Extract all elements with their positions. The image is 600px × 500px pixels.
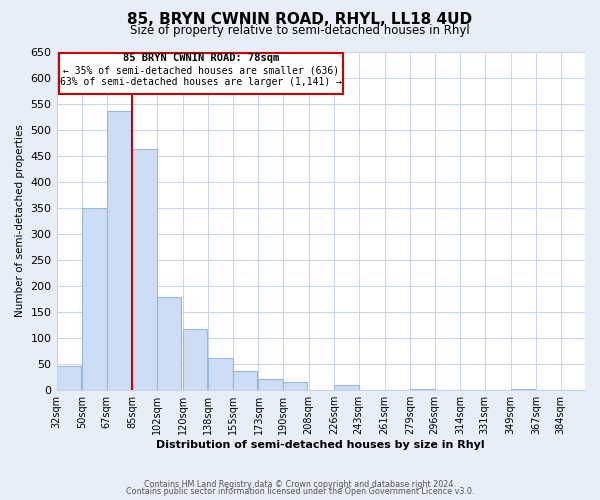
Bar [410,388,434,390]
Bar [107,111,131,390]
Bar [82,208,107,390]
Text: ← 35% of semi-detached houses are smaller (636): ← 35% of semi-detached houses are smalle… [63,66,339,76]
Text: 63% of semi-detached houses are larger (1,141) →: 63% of semi-detached houses are larger (… [60,77,342,87]
Text: Size of property relative to semi-detached houses in Rhyl: Size of property relative to semi-detach… [130,24,470,37]
FancyBboxPatch shape [59,52,343,94]
Bar [283,382,307,390]
Bar [233,372,257,390]
Bar [511,388,535,390]
Bar [133,149,157,390]
Bar [334,385,359,390]
Text: Contains public sector information licensed under the Open Government Licence v3: Contains public sector information licen… [126,487,474,496]
X-axis label: Distribution of semi-detached houses by size in Rhyl: Distribution of semi-detached houses by … [157,440,485,450]
Bar [259,378,283,390]
Text: 85 BRYN CWNIN ROAD: 78sqm: 85 BRYN CWNIN ROAD: 78sqm [123,54,280,64]
Bar [157,298,181,390]
Bar [182,328,207,390]
Bar [56,366,81,390]
Y-axis label: Number of semi-detached properties: Number of semi-detached properties [15,124,25,318]
Text: 85, BRYN CWNIN ROAD, RHYL, LL18 4UD: 85, BRYN CWNIN ROAD, RHYL, LL18 4UD [127,12,473,28]
Bar [208,358,233,390]
Text: Contains HM Land Registry data © Crown copyright and database right 2024.: Contains HM Land Registry data © Crown c… [144,480,456,489]
